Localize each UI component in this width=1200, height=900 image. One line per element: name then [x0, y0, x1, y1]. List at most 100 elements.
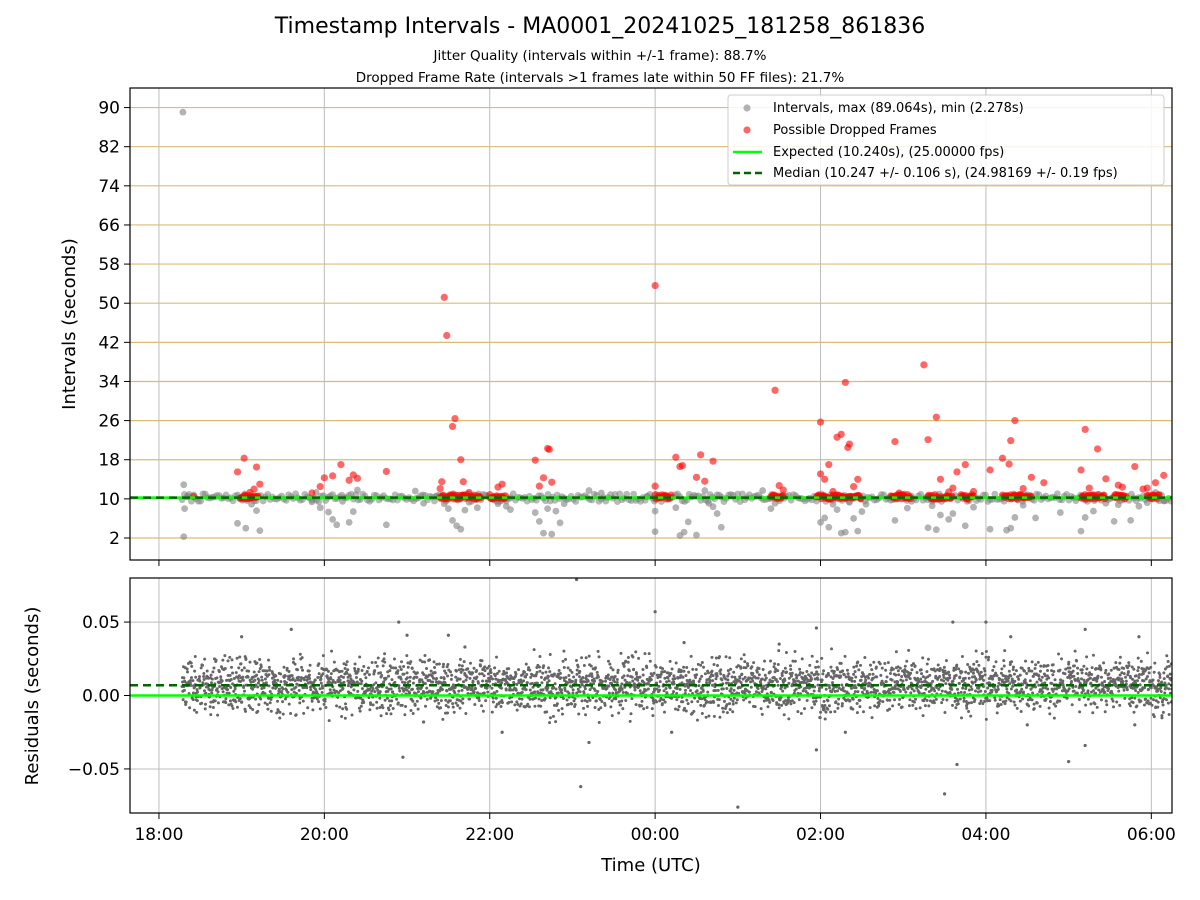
- residual-point: [197, 675, 201, 679]
- residual-point: [716, 688, 720, 692]
- residual-point: [1091, 711, 1095, 715]
- residual-point: [827, 704, 831, 708]
- residual-point: [418, 680, 422, 684]
- residual-point: [1162, 697, 1166, 701]
- residual-point: [609, 705, 613, 709]
- residual-point: [1098, 664, 1102, 668]
- residual-point: [405, 671, 409, 675]
- residual-point: [433, 671, 437, 675]
- residual-point: [1023, 678, 1027, 682]
- residual-point: [662, 710, 666, 714]
- residual-point: [540, 699, 544, 703]
- residual-point: [1130, 677, 1134, 681]
- residual-point: [1030, 660, 1034, 664]
- residual-point: [525, 673, 529, 677]
- residual-point: [1080, 671, 1084, 675]
- residual-point: [225, 691, 229, 695]
- residual-point: [1030, 698, 1034, 702]
- residual-point: [1009, 635, 1013, 639]
- residual-point: [768, 700, 772, 704]
- residual-point: [1164, 698, 1168, 702]
- residual-point: [708, 681, 712, 685]
- residual-point: [981, 674, 985, 678]
- residual-point: [1160, 714, 1164, 718]
- residual-point: [561, 696, 565, 700]
- residual-point: [858, 698, 862, 702]
- residual-point: [1156, 705, 1160, 709]
- residual-point: [655, 681, 659, 685]
- residual-point: [474, 687, 478, 691]
- residual-point: [500, 681, 504, 685]
- residual-point: [761, 687, 765, 691]
- residual-point: [196, 690, 200, 694]
- residual-point: [1003, 649, 1007, 653]
- residual-point: [332, 660, 336, 664]
- residual-point: [955, 663, 959, 667]
- residual-point: [220, 679, 224, 683]
- residual-point: [594, 666, 598, 670]
- residual-point: [881, 700, 885, 704]
- interval-point: [256, 527, 264, 535]
- interval-point: [382, 521, 390, 529]
- residual-point: [911, 703, 915, 707]
- residual-point: [1094, 667, 1098, 671]
- residual-point: [265, 703, 269, 707]
- residual-point: [420, 685, 424, 689]
- residual-point: [754, 690, 758, 694]
- residual-point: [296, 668, 300, 672]
- residual-point: [559, 676, 563, 680]
- residual-point: [992, 665, 996, 669]
- residual-point: [249, 706, 253, 710]
- residual-point: [666, 676, 670, 680]
- residual-point: [1117, 689, 1121, 693]
- residual-point: [1108, 676, 1112, 680]
- residual-point: [813, 677, 817, 681]
- residual-point: [260, 675, 264, 679]
- residual-point: [861, 710, 865, 714]
- residual-point: [188, 681, 192, 685]
- residual-point: [535, 681, 539, 685]
- residual-point: [376, 656, 380, 660]
- residual-point: [1009, 674, 1013, 678]
- residual-point: [1102, 661, 1106, 665]
- residual-point: [709, 701, 713, 705]
- residual-point: [403, 681, 407, 685]
- residual-point: [1158, 675, 1162, 679]
- residual-point: [1037, 674, 1041, 678]
- residual-point: [1151, 678, 1155, 682]
- residual-point: [927, 704, 931, 708]
- interval-point: [1056, 509, 1064, 516]
- residual-point: [652, 671, 656, 675]
- residual-point: [582, 691, 586, 695]
- residual-point: [337, 691, 341, 695]
- residual-point: [227, 691, 231, 695]
- residual-point: [198, 685, 202, 689]
- residual-point: [367, 696, 371, 700]
- residual-point: [1164, 683, 1168, 687]
- residual-point: [319, 677, 323, 681]
- residual-point: [231, 707, 235, 711]
- residual-point: [792, 701, 796, 705]
- residual-point: [458, 657, 462, 661]
- residual-point: [728, 708, 732, 712]
- interval-point: [1077, 527, 1085, 535]
- residual-point: [814, 699, 818, 703]
- residual-point: [368, 687, 372, 691]
- residual-point: [798, 667, 802, 671]
- residual-point: [826, 707, 830, 711]
- residual-point: [1057, 685, 1061, 689]
- residual-point: [943, 669, 947, 673]
- residual-point: [356, 667, 360, 671]
- residual-point: [434, 696, 438, 700]
- interval-point: [701, 487, 709, 494]
- residual-point: [545, 688, 549, 692]
- residual-point: [514, 688, 518, 692]
- residual-point: [795, 676, 799, 680]
- residual-point: [402, 665, 406, 669]
- residual-point: [1027, 704, 1031, 708]
- residual-point: [660, 702, 664, 706]
- residual-point: [480, 672, 484, 676]
- interval-point: [1167, 497, 1172, 505]
- residual-point: [257, 703, 261, 707]
